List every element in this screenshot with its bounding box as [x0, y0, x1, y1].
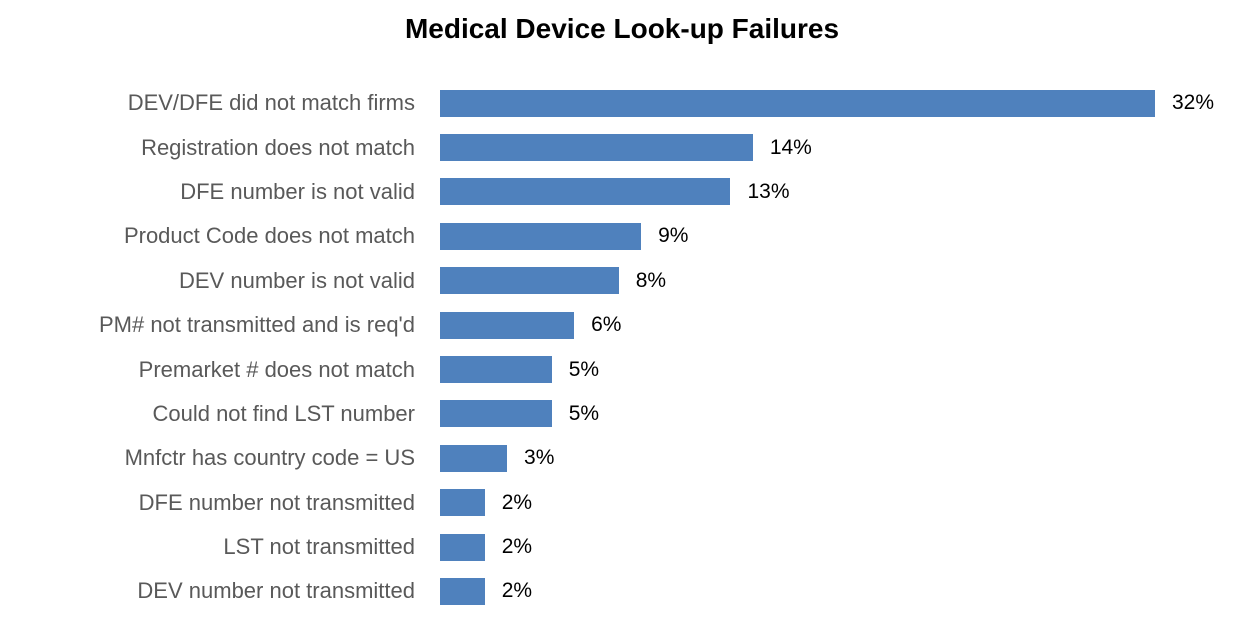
bar-cell: 5% — [440, 392, 1244, 436]
chart-row: PM# not transmitted and is req'd 6% — [0, 303, 1244, 347]
bar — [440, 89, 1155, 117]
value-label: 2% — [501, 579, 533, 603]
chart-row: Mnfctr has country code = US 3% — [0, 436, 1244, 480]
bar-cell: 32% — [440, 81, 1244, 125]
bar — [440, 400, 552, 428]
category-label: DFE number is not valid — [180, 178, 415, 204]
category-label: LST not transmitted — [223, 534, 415, 560]
category-label: DEV number is not valid — [179, 267, 415, 293]
value-label: 3% — [524, 446, 555, 470]
bar-chart-plot-area: DEV/DFE did not match firms 32% Registrati… — [0, 81, 1244, 614]
bar — [440, 311, 575, 339]
category-label: Premarket # does not match — [138, 356, 415, 382]
value-label: 13% — [747, 179, 790, 203]
category-label: Mnfctr has country code = US — [124, 445, 415, 471]
chart-row: LST not transmitted 2% — [0, 525, 1244, 569]
bar-cell: 2% — [440, 569, 1244, 613]
chart-row: Registration does not match 14% — [0, 125, 1244, 169]
category-label: Registration does not match — [141, 134, 415, 160]
bar — [440, 533, 485, 561]
chart-row: DEV/DFE did not match firms 32% — [0, 81, 1244, 125]
bar — [440, 267, 619, 295]
category-label: Could not find LST number — [152, 400, 415, 426]
bar — [440, 577, 485, 605]
bar — [440, 489, 485, 517]
category-label: DFE number not transmitted — [138, 489, 415, 515]
value-label: 2% — [501, 535, 533, 559]
chart-row: Product Code does not match 9% — [0, 214, 1244, 258]
bar-cell: 9% — [440, 214, 1244, 258]
category-label: DEV number not transmitted — [137, 578, 415, 604]
chart-row: Premarket # does not match 5% — [0, 347, 1244, 391]
bar-cell: 6% — [440, 303, 1244, 347]
bar-cell: 14% — [440, 125, 1244, 169]
bar-cell: 13% — [440, 170, 1244, 214]
chart-title: Medical Device Look-up Failures — [404, 13, 840, 44]
category-label: DEV/DFE did not match firms — [127, 90, 415, 116]
chart-row: DFE number not transmitted 2% — [0, 481, 1244, 525]
bar-cell: 2% — [440, 525, 1244, 569]
value-label: 32% — [1172, 91, 1215, 115]
bar — [440, 222, 642, 250]
bar-cell: 8% — [440, 259, 1244, 303]
bar-cell: 5% — [440, 347, 1244, 391]
value-label: 5% — [568, 357, 600, 381]
bar — [440, 444, 508, 472]
bar — [440, 356, 552, 384]
chart-row: DEV number not transmitted 2% — [0, 569, 1244, 613]
value-label: 9% — [658, 224, 689, 248]
bar — [440, 178, 731, 206]
value-label: 2% — [501, 490, 533, 514]
chart-row: DEV number is not valid 8% — [0, 259, 1244, 303]
value-label: 8% — [635, 268, 667, 292]
chart-row: DFE number is not valid 13% — [0, 170, 1244, 214]
bar — [440, 134, 753, 162]
bar-cell: 3% — [440, 436, 1244, 480]
bar-cell: 2% — [440, 481, 1244, 525]
category-label: Product Code does not match — [123, 223, 415, 249]
chart-row: Could not find LST number 5% — [0, 392, 1244, 436]
value-label: 5% — [568, 401, 600, 425]
category-label: PM# not transmitted and is req'd — [98, 312, 415, 338]
value-label: 6% — [591, 313, 622, 337]
value-label: 14% — [769, 135, 812, 159]
